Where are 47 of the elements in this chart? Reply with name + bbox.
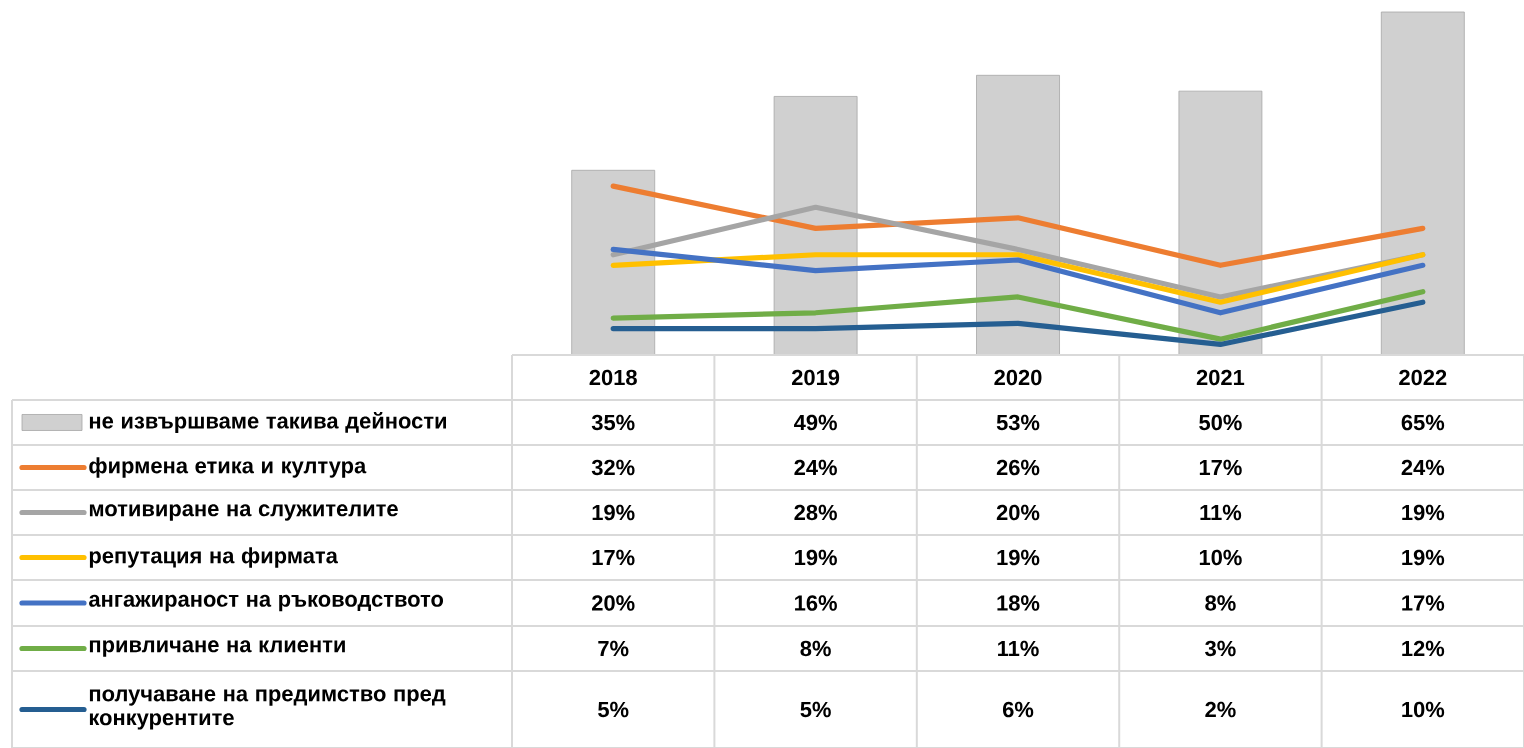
data-label: 19%: [997, 549, 1040, 566]
data-label: 12%: [1402, 640, 1445, 657]
legend-label: привличане на клиенти: [89, 640, 345, 657]
legend-label: ангажираност на ръководството: [89, 594, 444, 612]
data-label: 11%: [998, 640, 1039, 657]
data-label: 19%: [795, 549, 837, 566]
data-label: 7%: [598, 640, 629, 657]
data-label: 65%: [1401, 414, 1445, 431]
data-label: 16%: [795, 595, 837, 611]
legend-label: получаване на предимство пред конкурентите: [89, 689, 446, 730]
data-label: 32%: [591, 459, 635, 476]
data-label: 53%: [996, 414, 1040, 431]
data-label: 50%: [1199, 414, 1242, 431]
legend-label: не извършваме такива дейности: [89, 412, 446, 433]
data-label: 2%: [1205, 701, 1236, 718]
data-label: 17%: [1199, 459, 1242, 476]
data-label: 28%: [794, 504, 837, 521]
x-tick-label: 2022: [1399, 369, 1447, 386]
data-label: 8%: [800, 640, 831, 657]
x-tick-label: 2020: [994, 369, 1042, 386]
data-label: 5%: [598, 701, 629, 718]
data-label: 17%: [592, 549, 635, 566]
data-label: 5%: [800, 701, 831, 718]
data-label: 17%: [1402, 595, 1445, 611]
x-tick-label: 2018: [589, 369, 637, 386]
data-label: 49%: [794, 414, 837, 431]
data-label: 26%: [996, 459, 1040, 476]
data-label: 19%: [1402, 549, 1445, 566]
legend-label: мотивиране на служителите: [89, 504, 398, 521]
data-label: 11%: [1200, 504, 1242, 521]
data-label: 24%: [1401, 459, 1445, 476]
x-tick-label: 2019: [791, 369, 840, 386]
data-label: 10%: [1402, 701, 1445, 718]
data-label: 24%: [794, 459, 837, 476]
legend-label: репутация на фирмата: [89, 547, 338, 568]
data-label: 19%: [592, 504, 635, 521]
data-label: 6%: [1002, 701, 1034, 718]
data-label: 10%: [1199, 549, 1242, 566]
data-label: 3%: [1205, 640, 1236, 657]
data-label: 18%: [997, 595, 1040, 611]
data-label: 35%: [591, 414, 635, 431]
data-label: 19%: [1402, 504, 1445, 521]
data-label: 20%: [592, 595, 635, 611]
legend-label: фирмена етика и култура: [89, 457, 367, 478]
x-tick-label: 2021: [1196, 369, 1245, 386]
data-label: 8%: [1205, 595, 1236, 611]
data-label: 20%: [996, 504, 1040, 521]
